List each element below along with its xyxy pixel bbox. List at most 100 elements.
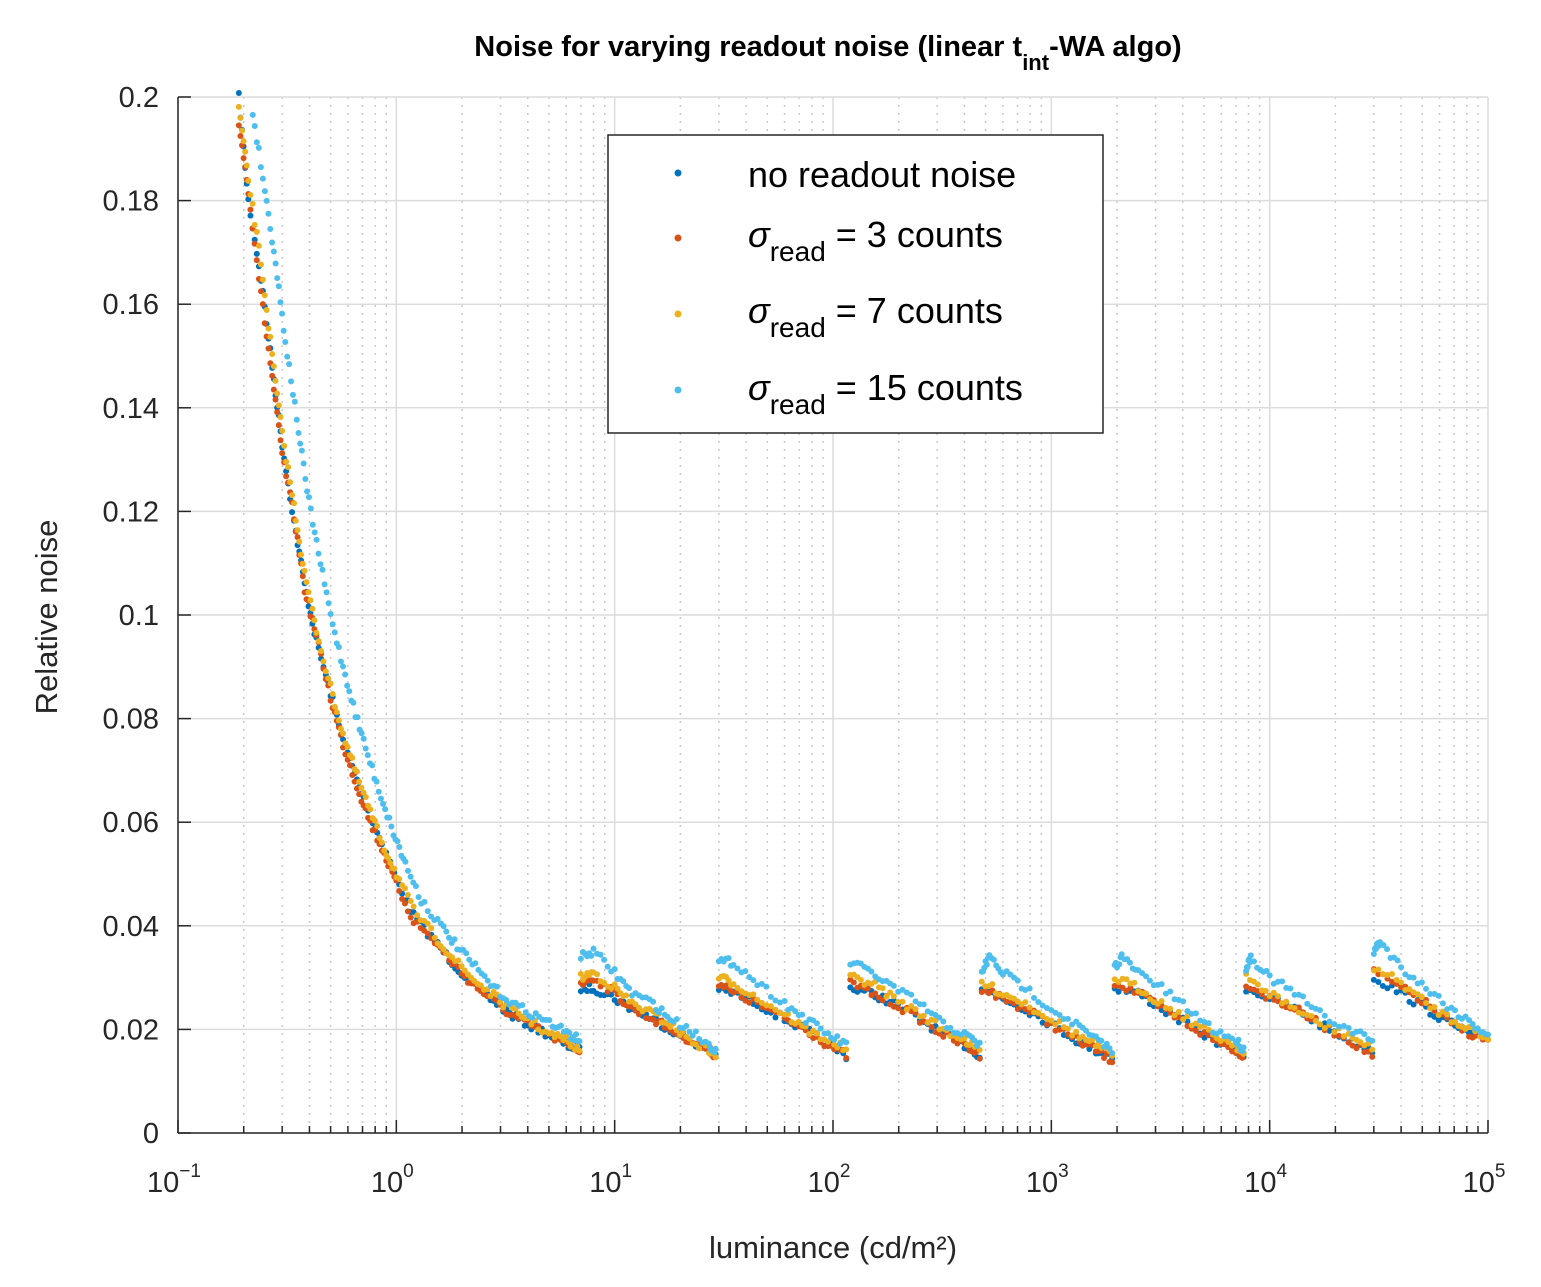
data-point xyxy=(879,997,886,1004)
data-point xyxy=(329,621,336,628)
data-point xyxy=(297,440,304,447)
data-point xyxy=(1073,1028,1080,1035)
data-point xyxy=(381,847,388,854)
data-point xyxy=(1101,1054,1108,1061)
data-point xyxy=(1158,981,1165,988)
data-point xyxy=(407,914,414,921)
data-point xyxy=(1357,1039,1364,1046)
data-point xyxy=(327,680,334,687)
data-point xyxy=(431,934,438,941)
data-point xyxy=(315,638,322,645)
data-point xyxy=(1384,972,1391,979)
y-tick-label: 0.02 xyxy=(103,1014,159,1046)
data-point xyxy=(351,778,358,785)
data-point xyxy=(1398,964,1405,971)
data-point xyxy=(843,1046,850,1053)
data-point xyxy=(754,982,761,989)
data-point xyxy=(1131,979,1138,986)
data-point xyxy=(978,978,985,985)
data-point xyxy=(1052,1021,1059,1028)
data-point xyxy=(249,111,256,118)
y-tick-label: 0.18 xyxy=(103,186,159,218)
data-point xyxy=(1326,1027,1333,1034)
data-point xyxy=(792,1008,799,1015)
data-point xyxy=(920,1001,927,1008)
data-point xyxy=(253,257,260,264)
data-point xyxy=(294,534,301,541)
data-point xyxy=(1146,977,1153,984)
data-point xyxy=(887,989,894,996)
legend-label-sigma-3: σread = 3 counts xyxy=(748,214,1003,267)
data-point xyxy=(895,999,902,1006)
data-point xyxy=(1316,1007,1323,1014)
data-point xyxy=(382,806,389,813)
data-point xyxy=(291,500,298,507)
data-point xyxy=(386,814,393,821)
data-point xyxy=(772,997,779,1004)
series-3 xyxy=(249,111,1491,1057)
data-point xyxy=(371,817,378,824)
data-point xyxy=(908,1002,915,1009)
data-point xyxy=(1126,959,1133,966)
legend-marker-no-readout-noise xyxy=(674,169,682,177)
data-point xyxy=(1336,1032,1343,1039)
data-point xyxy=(360,735,367,742)
data-point xyxy=(277,437,284,444)
data-point xyxy=(577,955,584,962)
data-point xyxy=(976,1039,983,1046)
data-point xyxy=(396,888,403,895)
data-point xyxy=(272,396,279,403)
data-point xyxy=(401,900,408,907)
data-point xyxy=(284,353,291,360)
data-point xyxy=(272,260,279,267)
data-point xyxy=(421,898,428,905)
data-point xyxy=(391,865,398,872)
data-point xyxy=(369,762,376,769)
data-point xyxy=(1361,1031,1368,1038)
data-point xyxy=(325,600,332,607)
data-point xyxy=(265,210,272,217)
data-point xyxy=(692,1028,699,1035)
data-point xyxy=(1422,985,1429,992)
data-point xyxy=(305,589,312,596)
data-point xyxy=(1171,1012,1178,1019)
data-point xyxy=(247,191,254,198)
data-point xyxy=(574,1043,581,1050)
data-point xyxy=(362,793,369,800)
legend-label-sigma-7: σread = 7 counts xyxy=(748,290,1003,343)
data-point xyxy=(920,1012,927,1019)
data-point xyxy=(237,132,244,139)
data-point xyxy=(777,999,784,1006)
data-point xyxy=(1274,993,1281,1000)
data-point xyxy=(243,162,250,169)
data-point xyxy=(961,1035,968,1042)
data-point xyxy=(754,1003,761,1010)
data-point xyxy=(590,945,597,952)
data-point xyxy=(895,1005,902,1012)
data-point xyxy=(300,460,307,467)
data-point xyxy=(650,998,657,1005)
data-point xyxy=(1167,988,1174,995)
data-point xyxy=(327,697,334,704)
data-point xyxy=(890,982,897,989)
data-point xyxy=(1439,1000,1446,1007)
data-point xyxy=(879,985,886,992)
data-point xyxy=(285,464,292,471)
data-point xyxy=(296,538,303,545)
data-point xyxy=(683,1022,690,1029)
data-point xyxy=(340,730,347,737)
data-point xyxy=(313,629,320,636)
data-point xyxy=(283,473,290,480)
data-point xyxy=(767,993,774,1000)
data-point xyxy=(908,991,915,998)
data-point xyxy=(374,823,381,830)
data-point xyxy=(293,416,300,423)
data-point xyxy=(434,915,441,922)
legend-marker-sigma-7 xyxy=(674,310,682,318)
data-point xyxy=(257,164,264,171)
data-point xyxy=(734,984,741,991)
data-point xyxy=(247,212,254,219)
data-point xyxy=(1180,998,1187,1005)
data-point xyxy=(242,148,249,155)
data-point xyxy=(337,658,344,665)
